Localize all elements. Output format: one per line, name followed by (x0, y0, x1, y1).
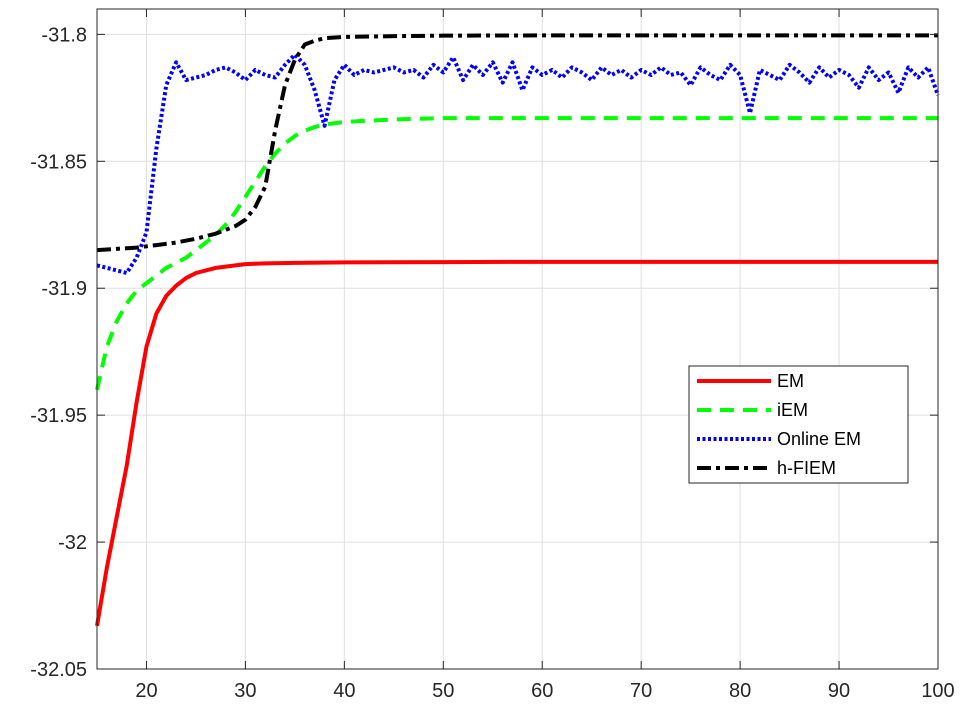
legend-label-online-em: Online EM (777, 429, 861, 449)
x-tick-label: 40 (333, 680, 355, 702)
series-line-iem (95, 116, 938, 391)
y-tick-label: -32.05 (30, 659, 87, 681)
x-tick-label: 20 (135, 680, 157, 702)
y-tick-label: -32 (58, 532, 87, 554)
legend-box (688, 365, 909, 484)
legend: EM iEM Online EM h-FIEM (688, 365, 909, 484)
series-line-h-fiem (96, 33, 938, 253)
y-tick-label: -31.9 (41, 278, 87, 300)
legend-label-em: EM (777, 371, 804, 391)
x-tick-label: 100 (921, 680, 954, 702)
y-tick-label: -31.95 (30, 405, 87, 427)
x-tick-label: 30 (234, 680, 256, 702)
x-tick-label: 70 (630, 680, 652, 702)
axis-ticks: 20 30 40 50 60 70 80 90 100 -31.8 -31.85 -31.9 -31.9… (30, 9, 955, 702)
plot-series (95, 33, 940, 627)
axes-box (96, 8, 939, 670)
legend-label-iem: iEM (777, 400, 808, 420)
y-tick-label: -31.85 (30, 151, 87, 173)
y-tick-label: -31.8 (41, 24, 87, 46)
series-line-em (95, 259, 938, 627)
x-tick-label: 50 (432, 680, 454, 702)
x-tick-label: 60 (531, 680, 553, 702)
grid (97, 9, 939, 670)
x-tick-label: 80 (729, 680, 751, 702)
legend-label-h-fiem: h-FIEM (777, 458, 836, 478)
x-tick-label: 90 (828, 680, 850, 702)
series-line-online-em (96, 52, 940, 275)
